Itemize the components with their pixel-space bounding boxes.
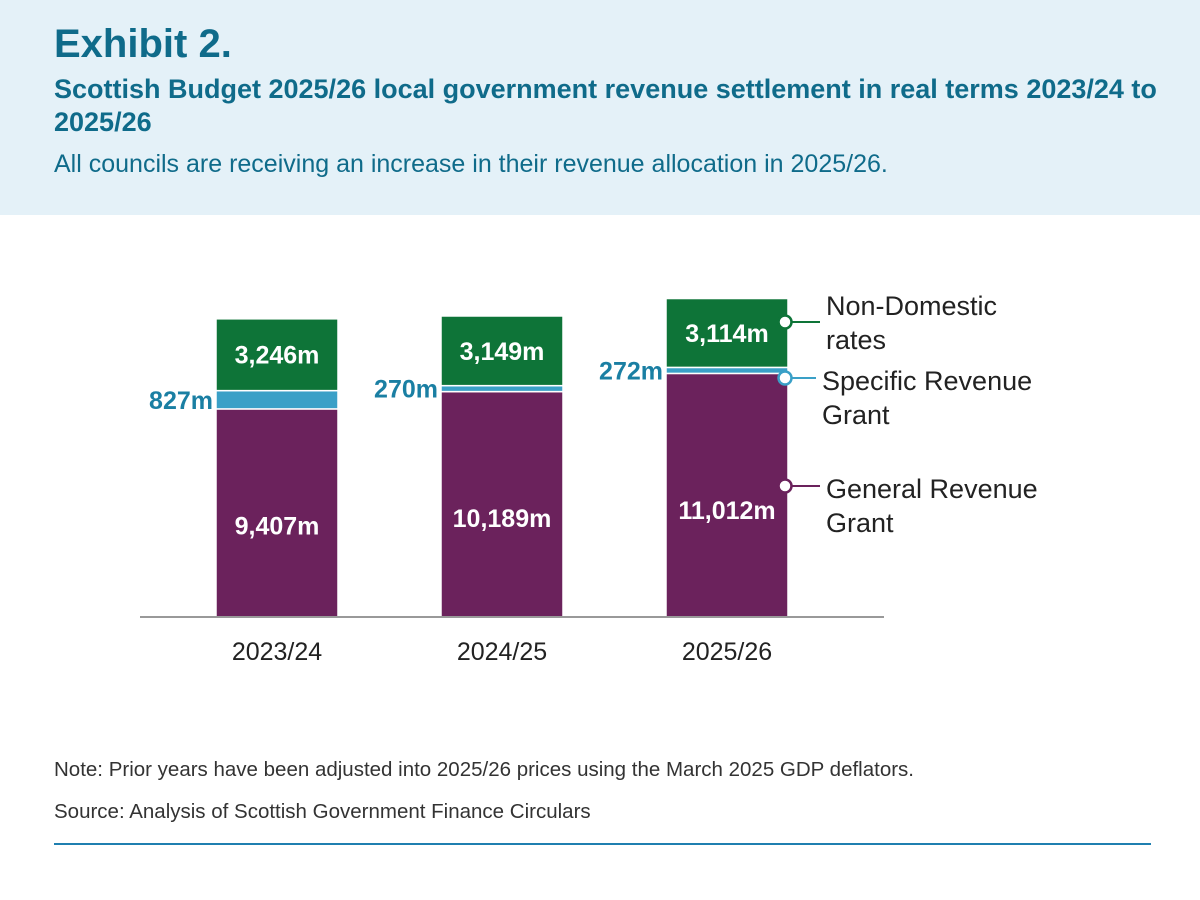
legend-specific-revenue-grant-marker <box>777 370 793 386</box>
bar-specific-revenue-grant-2023-24 <box>215 389 339 410</box>
legend-specific-revenue-grant-label-line-2: Grant <box>822 400 890 430</box>
value-label-general-revenue-grant-2023-24: 9,407m <box>235 512 320 540</box>
bar-specific-revenue-grant-2025-26 <box>665 366 789 375</box>
x-tick-label-2025-26: 2025/26 <box>682 638 772 666</box>
header-panel: Exhibit 2. Scottish Budget 2025/26 local… <box>0 0 1200 215</box>
legend-non-domestic-rates-label-line-1: Non-Domestic <box>826 291 997 321</box>
legend-general-revenue-grant-marker <box>777 478 793 494</box>
x-tick-label-2023-24: 2023/24 <box>232 638 322 666</box>
chart-title: Scottish Budget 2025/26 local government… <box>54 74 1157 137</box>
stacked-bar-chart: 9,407m 827m 3,246m 2023/24 10,189m 270m 3,149m… <box>140 291 1038 666</box>
bar-non-domestic-rates-2025-26 <box>665 297 789 369</box>
bar-general-revenue-grant-2025-26 <box>665 372 789 618</box>
chart-subtitle: All councils are receiving an increase i… <box>54 150 888 178</box>
bar-non-domestic-rates-2024-25 <box>440 315 564 387</box>
value-label-non-domestic-rates-2024-25: 3,149m <box>460 338 545 366</box>
value-label-general-revenue-grant-2025-26: 11,012m <box>678 497 775 525</box>
legend-non-domestic-rates-label-line-2: rates <box>826 325 886 355</box>
value-label-non-domestic-rates-2023-24: 3,246m <box>235 342 320 370</box>
legend-general-revenue-grant-label-line-2: Grant <box>826 508 894 538</box>
footer-rule <box>54 843 1151 845</box>
bar-specific-revenue-grant-2024-25 <box>440 384 564 393</box>
bar-non-domestic-rates-2023-24 <box>215 318 339 392</box>
value-label-specific-revenue-grant-2024-25: 270m <box>374 376 438 404</box>
bar-general-revenue-grant-2023-24 <box>215 408 339 618</box>
value-label-specific-revenue-grant-2023-24: 827m <box>149 387 213 415</box>
legend-non-domestic-rates-marker <box>777 314 793 330</box>
value-label-general-revenue-grant-2024-25: 10,189m <box>453 505 552 533</box>
legend-general-revenue-grant-label-line-1: General Revenue <box>826 474 1038 504</box>
chart-source: Source: Analysis of Scottish Government … <box>54 800 591 823</box>
value-label-non-domestic-rates-2025-26: 3,114m <box>685 320 768 348</box>
exhibit-label: Exhibit 2. <box>54 22 232 66</box>
chart-note: Note: Prior years have been adjusted int… <box>54 758 914 781</box>
legend-specific-revenue-grant-label-line-1: Specific Revenue <box>822 366 1032 396</box>
x-tick-label-2024-25: 2024/25 <box>457 638 547 666</box>
value-label-specific-revenue-grant-2025-26: 272m <box>599 357 663 385</box>
